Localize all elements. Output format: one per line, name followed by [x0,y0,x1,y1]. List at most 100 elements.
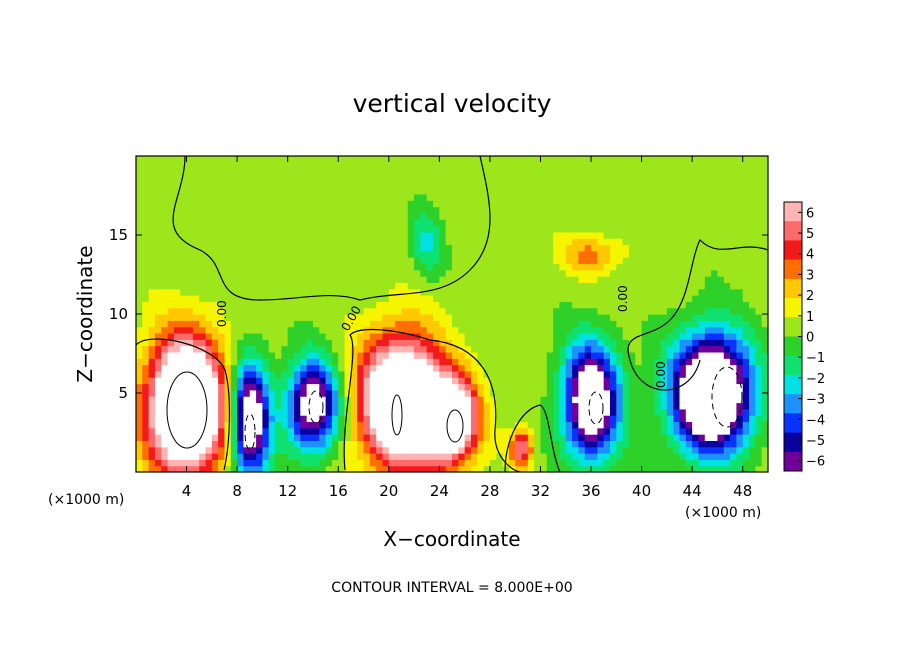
heatmap-cell [730,193,737,201]
heatmap-cell [395,193,403,201]
heatmap-cell [395,421,403,429]
heatmap-cell [243,238,251,246]
heatmap-cell [268,181,276,189]
heatmap-cell [534,377,542,385]
heatmap-cell [325,358,333,366]
heatmap-cell [496,358,504,366]
heatmap-cell [685,453,693,460]
heatmap-cell [717,459,725,467]
heatmap-cell [230,250,238,258]
heatmap-cell [723,174,731,182]
heatmap-cell [654,162,662,170]
heatmap-cell [685,200,693,208]
heatmap-cell [401,219,409,227]
heatmap-cell [382,193,390,201]
heatmap-cell [755,200,763,208]
heatmap-cell [369,377,377,385]
heatmap-cell [167,415,175,423]
heatmap-cell [173,396,181,404]
heatmap-cell [136,219,143,227]
heatmap-cell [173,453,181,460]
heatmap-cell [161,446,169,454]
heatmap-cell [148,219,156,227]
heatmap-cell [730,200,737,208]
heatmap-cell [312,193,320,201]
heatmap-cell [698,156,706,163]
heatmap-cell [647,358,655,366]
heatmap-cell [755,162,763,170]
heatmap-cell [610,320,617,328]
heatmap-cell [502,200,510,208]
heatmap-cell [199,440,207,448]
heatmap-cell [761,453,768,460]
heatmap-cell [173,326,181,334]
heatmap-cell [452,238,459,246]
heatmap-cell [376,402,384,410]
heatmap-cell [464,244,472,252]
heatmap-cell [142,263,150,271]
heatmap-cell [546,396,554,404]
heatmap-cell [540,383,548,391]
heatmap-cell [281,250,289,258]
heatmap-cell [730,389,737,397]
heatmap-cell [420,440,428,448]
heatmap-cell [496,364,504,372]
heatmap-cell [388,206,396,214]
heatmap-cell [249,383,257,391]
heatmap-cell [275,345,282,353]
heatmap-cell [610,440,617,448]
heatmap-cell [325,377,333,385]
heatmap-cell [199,332,207,340]
heatmap-cell [553,257,561,265]
heatmap-cell [281,307,289,315]
heatmap-cell [426,459,434,467]
heatmap-cell [692,402,700,410]
heatmap-cell [489,225,497,233]
heatmap-cell [426,421,434,429]
heatmap-cell [578,427,586,435]
heatmap-cell [477,212,485,220]
heatmap-cell [742,314,750,321]
heatmap-cell [572,332,579,340]
heatmap-cell [603,421,611,429]
heatmap-cell [388,231,396,239]
heatmap-cell [199,364,207,372]
heatmap-cell [540,332,548,340]
heatmap-cell [300,219,308,227]
heatmap-cell [452,174,459,182]
heatmap-cell [508,193,516,201]
heatmap-cell [540,453,548,460]
heatmap-cell [704,276,712,283]
heatmap-cell [458,314,466,321]
heatmap-cell [180,434,188,441]
heatmap-cell [211,440,219,448]
heatmap-cell [306,389,314,397]
heatmap-cell [685,181,693,189]
heatmap-cell [376,427,384,435]
heatmap-cell [565,396,573,404]
heatmap-cell [679,200,687,208]
heatmap-cell [407,377,415,385]
heatmap-cell [388,282,396,290]
heatmap-cell [300,276,308,283]
heatmap-cell [167,307,175,315]
heatmap-cell [312,168,320,176]
heatmap-cell [717,377,725,385]
heatmap-cell [256,351,263,359]
heatmap-cell [546,364,554,372]
heatmap-cell [224,282,232,290]
heatmap-cell [312,288,320,296]
heatmap-cell [508,276,516,283]
heatmap-cell [534,408,542,416]
heatmap-cell [376,434,384,441]
heatmap-cell [464,320,472,328]
heatmap-cell [414,377,421,385]
heatmap-cell [224,156,232,163]
heatmap-cell [704,288,712,296]
heatmap-cell [470,168,478,176]
heatmap-cell [256,288,263,296]
heatmap-cell [477,269,485,277]
heatmap-cell [281,231,289,239]
heatmap-cell [704,402,712,410]
heatmap-cell [477,389,485,397]
